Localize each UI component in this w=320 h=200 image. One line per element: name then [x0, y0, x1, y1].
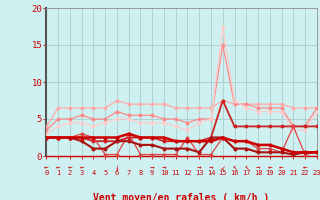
Text: ↙: ↙: [220, 163, 225, 172]
Text: ↓: ↓: [115, 163, 119, 172]
Text: ←: ←: [44, 163, 49, 172]
Text: ←: ←: [56, 163, 60, 172]
Text: ←: ←: [268, 163, 272, 172]
Text: →: →: [162, 163, 166, 172]
Text: ←: ←: [279, 163, 284, 172]
Text: ↖: ↖: [232, 163, 237, 172]
X-axis label: Vent moyen/en rafales ( km/h ): Vent moyen/en rafales ( km/h ): [93, 193, 270, 200]
Text: →: →: [150, 163, 155, 172]
Text: →: →: [197, 163, 202, 172]
Text: ←: ←: [68, 163, 72, 172]
Text: ←: ←: [79, 163, 84, 172]
Text: ←: ←: [303, 163, 307, 172]
Text: →: →: [256, 163, 260, 172]
Text: ↖: ↖: [244, 163, 249, 172]
Text: →: →: [209, 163, 213, 172]
